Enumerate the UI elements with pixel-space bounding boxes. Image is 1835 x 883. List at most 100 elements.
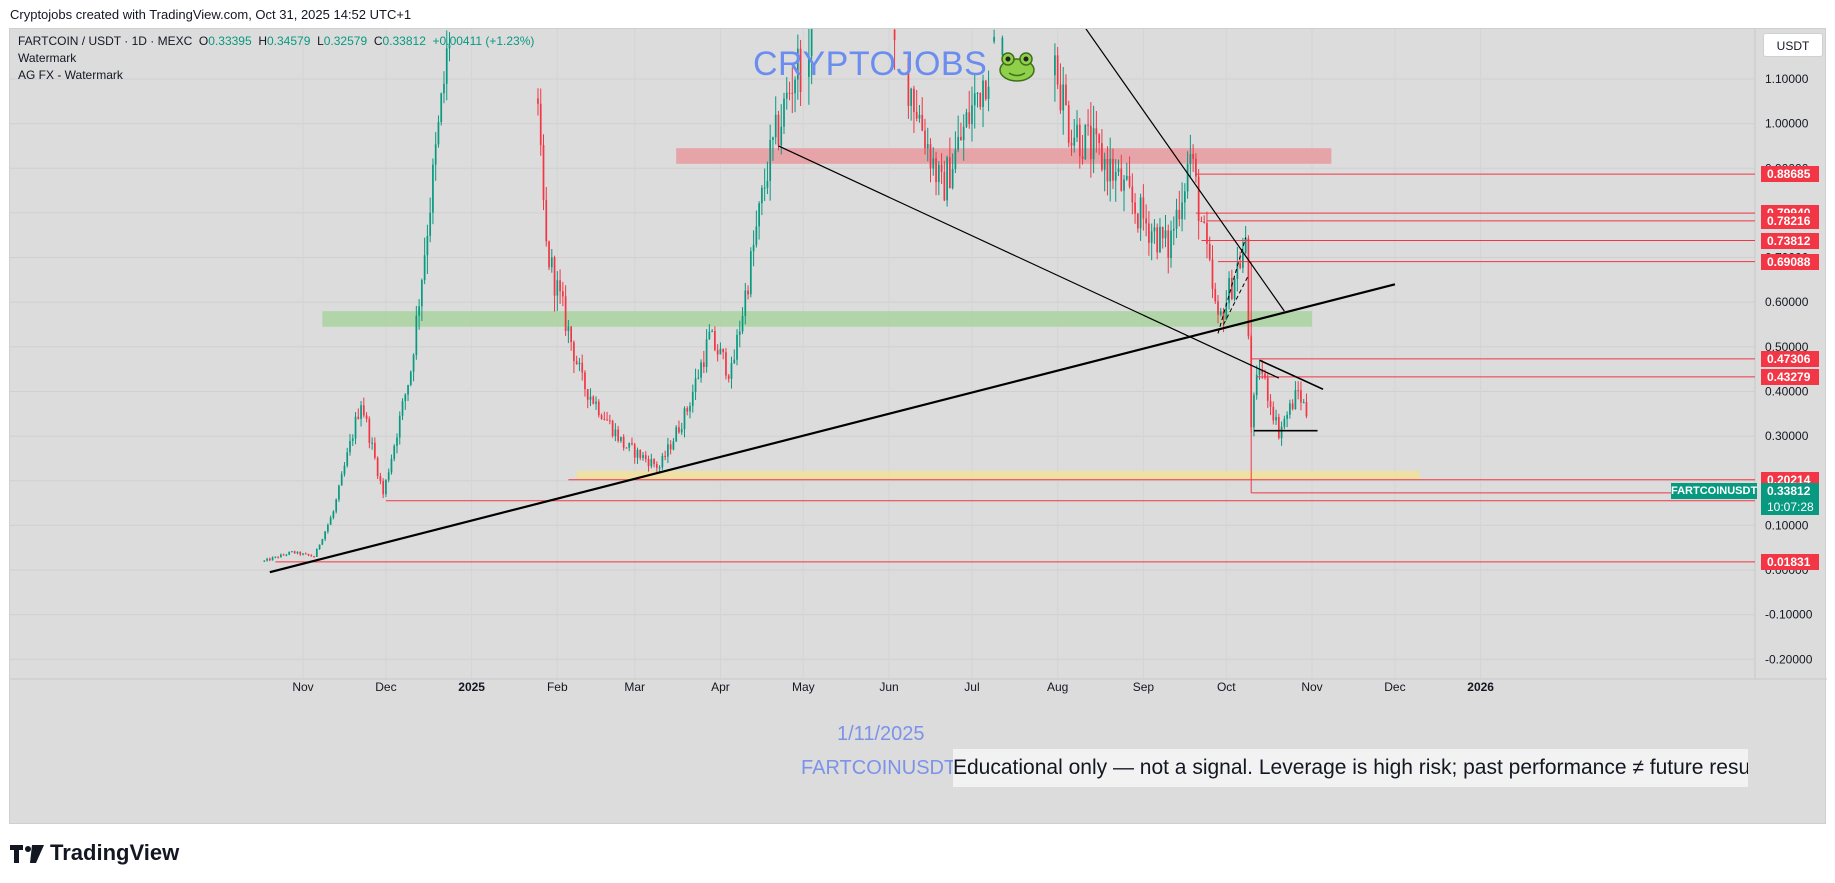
trendline[interactable] [1052, 29, 1285, 312]
tradingview-footer[interactable]: TradingView [10, 840, 179, 866]
candle-body [307, 553, 310, 556]
candle-body [907, 57, 910, 106]
candle-body [893, 29, 896, 41]
candle-body [1101, 143, 1103, 170]
candle-body [929, 144, 932, 169]
x-tick-label: Mar [624, 680, 645, 694]
candle-body [1255, 374, 1258, 396]
candle-body [1178, 209, 1181, 220]
candle-body [691, 391, 694, 406]
price-zone [676, 148, 1332, 164]
candle-body [1056, 55, 1059, 85]
legend-high: 0.34579 [267, 34, 311, 48]
candle-body [796, 48, 799, 80]
candle-body [788, 92, 791, 94]
chart-pane[interactable]: 1.100001.000000.900000.800000.700000.600… [9, 28, 1827, 825]
candle-body [351, 438, 354, 441]
trendline[interactable] [1259, 359, 1324, 390]
legend-indicator-2[interactable]: AG FX - Watermark [18, 68, 123, 82]
trendline[interactable] [778, 145, 1280, 379]
candle-body [611, 420, 614, 437]
candle-body [752, 244, 755, 252]
candle-body [763, 187, 766, 189]
candle-body [1197, 176, 1200, 222]
candle-body [622, 436, 625, 448]
candle-body [324, 531, 326, 540]
candle-body [783, 98, 785, 127]
candle-body [440, 93, 443, 123]
channel-lower-dashed[interactable] [1223, 275, 1249, 325]
candle-body [1206, 222, 1208, 244]
candle-body [1092, 128, 1095, 160]
candle-body [993, 36, 995, 42]
candle-body [910, 88, 913, 106]
price-tag: 0.78216 [1761, 212, 1819, 229]
candle-body [672, 441, 675, 450]
candle-body [584, 372, 586, 390]
legend-ohlc-line: FARTCOIN / USDT · 1D · MEXC O0.33395 H0.… [18, 33, 534, 50]
candle-body [647, 459, 650, 467]
candle-body [1291, 403, 1294, 410]
candle-body [962, 126, 965, 141]
candle-body [1211, 259, 1214, 289]
candle-body [293, 551, 296, 554]
brand-watermark-text: CRYPTOJOBS [753, 45, 988, 83]
currency-button[interactable]: USDT [1763, 33, 1823, 57]
candle-body [1131, 186, 1134, 203]
candle-body [810, 29, 813, 57]
candle-body [415, 315, 418, 355]
candle-body [349, 440, 351, 453]
candle-body [631, 443, 633, 445]
legend-indicator-1[interactable]: Watermark [18, 51, 77, 65]
trendline[interactable] [269, 283, 1396, 574]
current-price-value: 0.33812 [1767, 484, 1811, 498]
candle-body [1217, 301, 1219, 315]
channel-upper-dashed[interactable] [1217, 237, 1247, 334]
candle-body [791, 92, 794, 94]
candle-body [1244, 238, 1247, 254]
candle-body [1084, 124, 1087, 160]
candle-body [1136, 213, 1139, 229]
candle-body [617, 429, 619, 441]
candle-body [561, 291, 564, 297]
x-tick-label: Jun [879, 680, 898, 694]
candle-body [368, 418, 371, 443]
candle-body [655, 464, 658, 468]
candle-body [1297, 390, 1300, 392]
candle-body [448, 45, 451, 49]
candle-body [738, 331, 741, 335]
candle-body [960, 136, 962, 141]
candle-body [653, 459, 655, 465]
y-tick-label: -0.20000 [1765, 652, 1813, 666]
candle-body [539, 103, 542, 145]
candle-body [340, 474, 343, 486]
candle-body [291, 551, 293, 553]
candle-body [946, 157, 948, 201]
y-tick-label: 1.00000 [1765, 117, 1809, 131]
candle-body [1134, 202, 1136, 214]
candle-body [299, 551, 302, 555]
candle-body [573, 342, 575, 361]
candle-body [432, 164, 434, 213]
candle-body [1183, 191, 1186, 203]
candle-body [982, 80, 984, 107]
candle-body [1283, 418, 1286, 427]
candle-body [586, 389, 589, 400]
candle-body [1125, 175, 1128, 180]
x-tick-label: Apr [711, 680, 730, 694]
x-tick-label: 2026 [1467, 680, 1494, 694]
candle-body [794, 79, 796, 94]
candle-body [1203, 221, 1206, 223]
x-tick-label: Nov [292, 680, 313, 694]
candle-body [346, 452, 349, 466]
candle-countdown: 10:07:28 [1767, 500, 1814, 514]
candle-body [553, 257, 556, 296]
candle-body [398, 415, 401, 438]
legend-low-label: L [317, 34, 324, 48]
price-tag: 0.69088 [1761, 253, 1819, 270]
disclaimer-banner: Educational only — not a signal. Leverag… [953, 749, 1748, 787]
candle-body [1230, 278, 1233, 300]
price-chart[interactable]: 1.100001.000000.900000.800000.700000.600… [10, 29, 1827, 825]
price-tag: 0.01831 [1761, 553, 1819, 570]
legend-change: +0.00411 (+1.23%) [432, 34, 535, 48]
